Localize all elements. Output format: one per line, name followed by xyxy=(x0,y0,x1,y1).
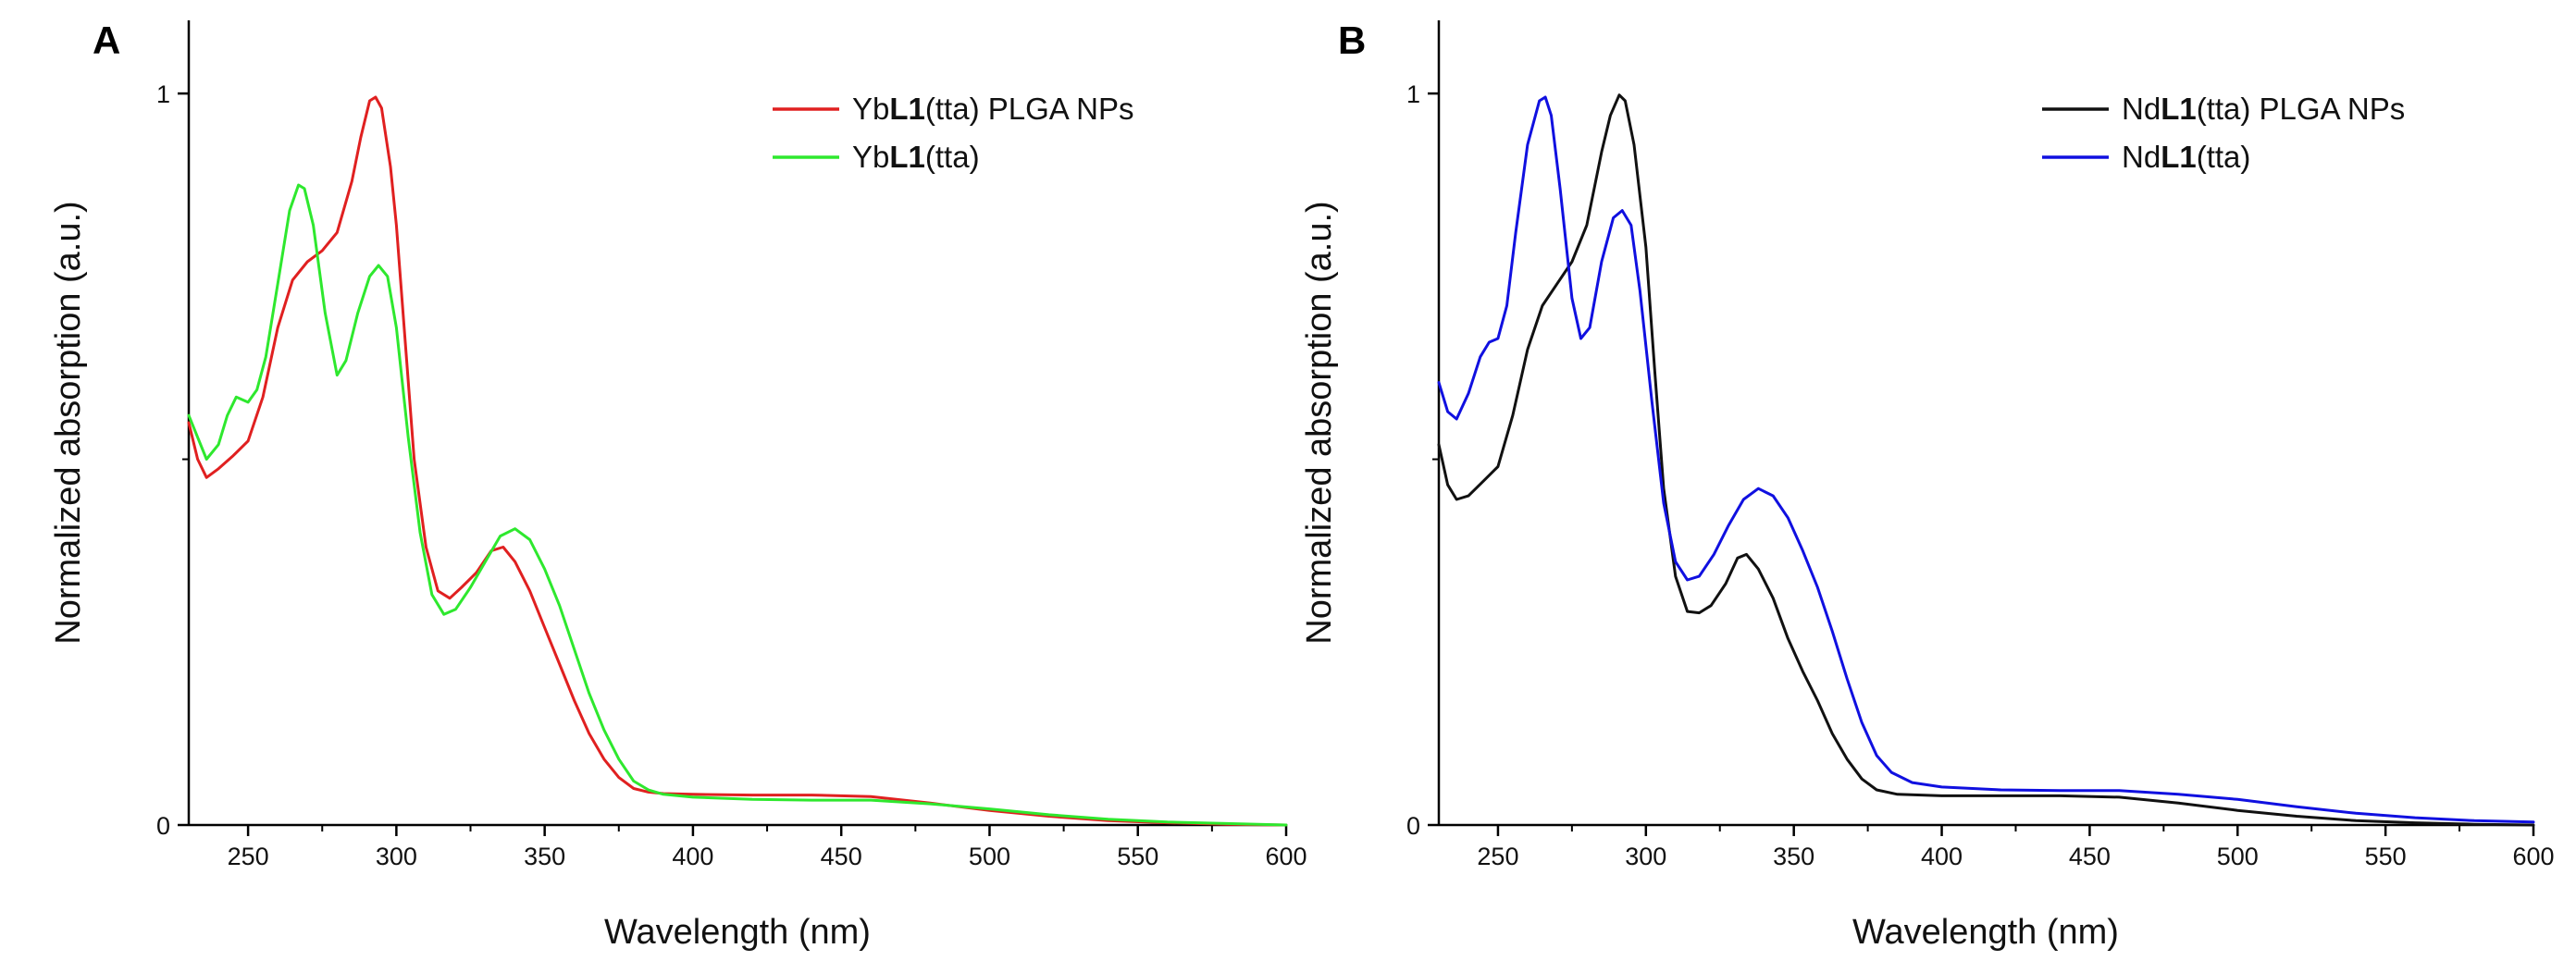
panel-a-x-tick-label-600: 600 xyxy=(1265,843,1307,870)
panel-b-x-tick-label-400: 400 xyxy=(1921,843,1963,870)
panel-b-series-group xyxy=(1437,93,2535,827)
panel-b-letter: B xyxy=(1338,18,1366,62)
panel-b-x-tick-label-350: 350 xyxy=(1773,843,1814,870)
panel-a-y-axis-title: Normalized absorption (a.u.) xyxy=(49,201,88,644)
panel-b-legend-label-2: NdL1(tta) xyxy=(2122,140,2250,174)
panel-a-y-tick-label-0: 0 xyxy=(156,812,170,840)
panel-a-y-tick-label-1: 1 xyxy=(156,80,170,108)
panel-a: A 250 300 350 400 450 500 550 600 0 1 YbL1(tta) P… xyxy=(49,18,1307,952)
panel-b-legend-label-1: NdL1(tta) PLGA NPs xyxy=(2122,92,2405,126)
panel-b-y-tick-label-0: 0 xyxy=(1406,812,1420,840)
panel-a-x-tick-label-550: 550 xyxy=(1117,843,1158,870)
panel-b-x-tick-label-250: 250 xyxy=(1477,843,1518,870)
panel-a-series-group xyxy=(187,95,1288,827)
panel-b-x-tick-label-450: 450 xyxy=(2069,843,2111,870)
panel-b-x-tick-label-500: 500 xyxy=(2217,843,2259,870)
panel-a-x-tick-label-500: 500 xyxy=(969,843,1010,870)
panel-a-x-tick-label-250: 250 xyxy=(228,843,269,870)
panel-b-x-tick-label-300: 300 xyxy=(1625,843,1666,870)
panel-a-x-tick-label-350: 350 xyxy=(524,843,565,870)
panel-a-x-axis-title: Wavelength (nm) xyxy=(604,913,871,952)
panel-b-y-tick-label-1: 1 xyxy=(1406,80,1420,108)
panel-b-x-axis-title: Wavelength (nm) xyxy=(1852,913,2119,952)
panel-a-ticks: 250 300 350 400 450 500 550 600 0 1 xyxy=(156,80,1307,870)
panel-a-legend: YbL1(tta) PLGA NPs YbL1(tta) xyxy=(773,92,1133,174)
panel-a-series-ybl1-tta-plga-nps xyxy=(187,95,1288,827)
panel-a-series-ybl1-tta xyxy=(187,183,1288,827)
panel-b-legend: NdL1(tta) PLGA NPs NdL1(tta) xyxy=(2042,92,2405,174)
panel-b-ticks: 250 300 350 400 450 500 550 600 0 1 xyxy=(1406,80,2555,870)
panel-b-x-tick-label-600: 600 xyxy=(2512,843,2554,870)
panel-b: B 250 300 350 400 450 500 550 600 0 1 NdL1(tta) P… xyxy=(1300,18,2555,952)
panel-b-series-ndl1-tta xyxy=(1437,95,2535,824)
panel-a-letter: A xyxy=(93,18,120,62)
panel-a-x-tick-label-450: 450 xyxy=(821,843,862,870)
panel-a-legend-label-2: YbL1(tta) xyxy=(852,140,980,174)
panel-a-legend-label-1: YbL1(tta) PLGA NPs xyxy=(852,92,1133,126)
panel-a-x-tick-label-400: 400 xyxy=(672,843,713,870)
panel-b-y-axis-title: Normalized absorption (a.u.) xyxy=(1300,201,1339,644)
panel-a-x-tick-label-300: 300 xyxy=(376,843,417,870)
panel-b-series-ndl1-tta-plga-nps xyxy=(1437,93,2535,827)
panel-b-x-tick-label-550: 550 xyxy=(2365,843,2407,870)
